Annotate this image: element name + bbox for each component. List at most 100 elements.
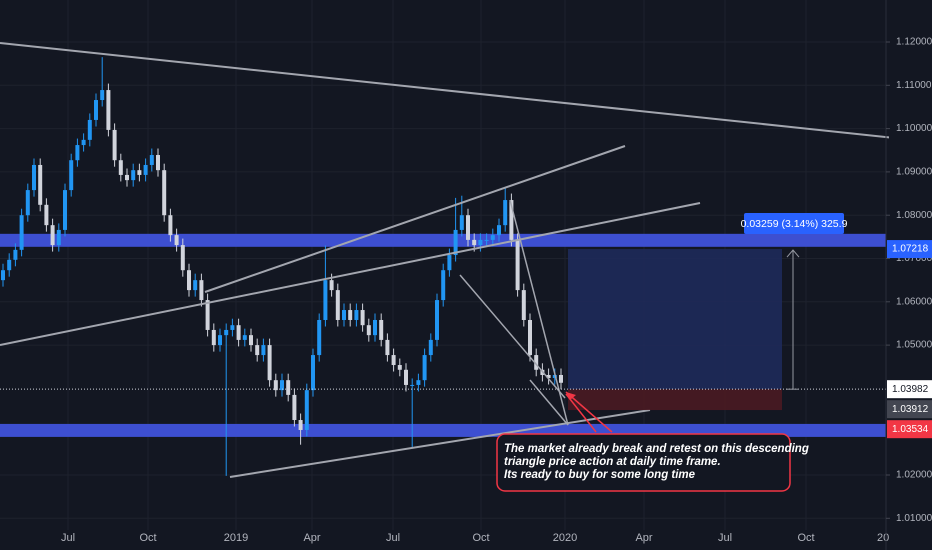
candle-body [112, 129, 117, 161]
candle-body [13, 249, 18, 260]
candle-body [286, 380, 291, 395]
candle-body [478, 239, 483, 246]
candle-body [509, 200, 514, 240]
trend-line [459, 274, 566, 399]
x-tick-label: Oct [797, 532, 814, 544]
candle-body [472, 239, 477, 246]
candle-body [125, 174, 129, 181]
candle-body [180, 245, 185, 271]
candle-body [410, 384, 415, 386]
candle-body [379, 319, 384, 340]
candle-body [273, 380, 278, 391]
y-tick-label: 1.08000 [896, 210, 932, 221]
candle-body [428, 339, 433, 356]
candle-body [100, 90, 105, 101]
candle-body [354, 310, 359, 320]
candle-body [497, 225, 501, 236]
candle-body [304, 390, 309, 430]
price-label: 1.07218 [892, 244, 929, 255]
candle-body [360, 310, 365, 326]
candle-body [255, 345, 260, 356]
candle-body [280, 380, 284, 391]
candle-body [534, 355, 539, 370]
y-tick-label: 1.07000 [896, 253, 932, 264]
candle-body [156, 155, 160, 171]
x-tick-label: Jul [61, 532, 75, 544]
candle-body [366, 325, 371, 336]
candle-body [466, 215, 470, 240]
candle-body [168, 215, 173, 236]
candle-body [69, 160, 74, 191]
candle-body [224, 329, 229, 336]
price-label-bg [887, 380, 932, 399]
x-tick-label: Apr [635, 532, 652, 544]
measure-label: 0.03259 (3.14%) 325.9 [741, 218, 848, 230]
price-label-bg [887, 240, 932, 259]
measure-arrow [786, 249, 800, 258]
candle-body [19, 215, 24, 250]
y-tick-label: 1.06000 [896, 296, 932, 307]
trend-line [229, 409, 651, 478]
trend-line [0, 42, 932, 143]
candle-body [44, 204, 49, 226]
x-tick-label: Jul [718, 532, 732, 544]
profit-zone [568, 249, 782, 390]
price-label: 1.03982 [892, 384, 929, 395]
candle-body [187, 270, 191, 291]
annotation: The market already break and retest on t… [496, 391, 809, 492]
candle-body [75, 145, 80, 161]
candle-body [56, 229, 61, 246]
drawings [0, 42, 932, 478]
candle-body [385, 339, 390, 356]
candle-body [298, 420, 303, 430]
candle-body [342, 310, 346, 320]
candle-body [435, 300, 439, 340]
candle-body [329, 280, 334, 291]
candle-body [484, 239, 489, 241]
x-tick-label: Apr [303, 532, 320, 544]
candle-body [335, 290, 340, 320]
x-tick-label: Oct [472, 532, 489, 544]
x-tick-label: 2020 [553, 532, 577, 544]
price-label: 1.03912 [892, 404, 929, 415]
zone [0, 233, 886, 247]
candle-body [323, 280, 328, 320]
axis-panel [889, 0, 932, 550]
candle-body [267, 345, 272, 381]
y-tick-label: 1.05000 [896, 340, 932, 351]
y-tick-label: 1.12000 [896, 37, 932, 48]
annotation-line: Its ready to buy for some long time [504, 469, 696, 481]
candle-body [81, 139, 86, 146]
y-tick-label: 1.11000 [896, 80, 932, 91]
candle-body [261, 345, 266, 356]
candle-body [193, 280, 198, 291]
candle-body [118, 160, 123, 175]
candle-body [311, 355, 315, 391]
candle-body [7, 259, 12, 271]
candle-body [459, 215, 464, 230]
candle-body [143, 164, 148, 175]
x-tick-label: Jul [386, 532, 400, 544]
candle-body [87, 119, 92, 140]
y-tick-label: 1.02000 [896, 470, 932, 481]
price-label-bg [887, 420, 932, 439]
candle-body [373, 319, 377, 336]
candle-body [63, 190, 67, 230]
candle-body [205, 300, 210, 330]
candle-body [441, 270, 446, 301]
candle-body [249, 335, 253, 346]
candle-body [348, 310, 353, 320]
candle-body [94, 100, 98, 120]
candle-body [559, 374, 563, 383]
candle-body [453, 229, 458, 256]
candle-body [137, 170, 142, 175]
annotation-line: The market already break and retest on t… [504, 443, 809, 455]
candle-body [131, 170, 136, 181]
candle-body [50, 225, 55, 246]
trend-line [204, 145, 626, 293]
candle-body [149, 155, 154, 165]
y-tick-label: 1.10000 [896, 123, 932, 134]
